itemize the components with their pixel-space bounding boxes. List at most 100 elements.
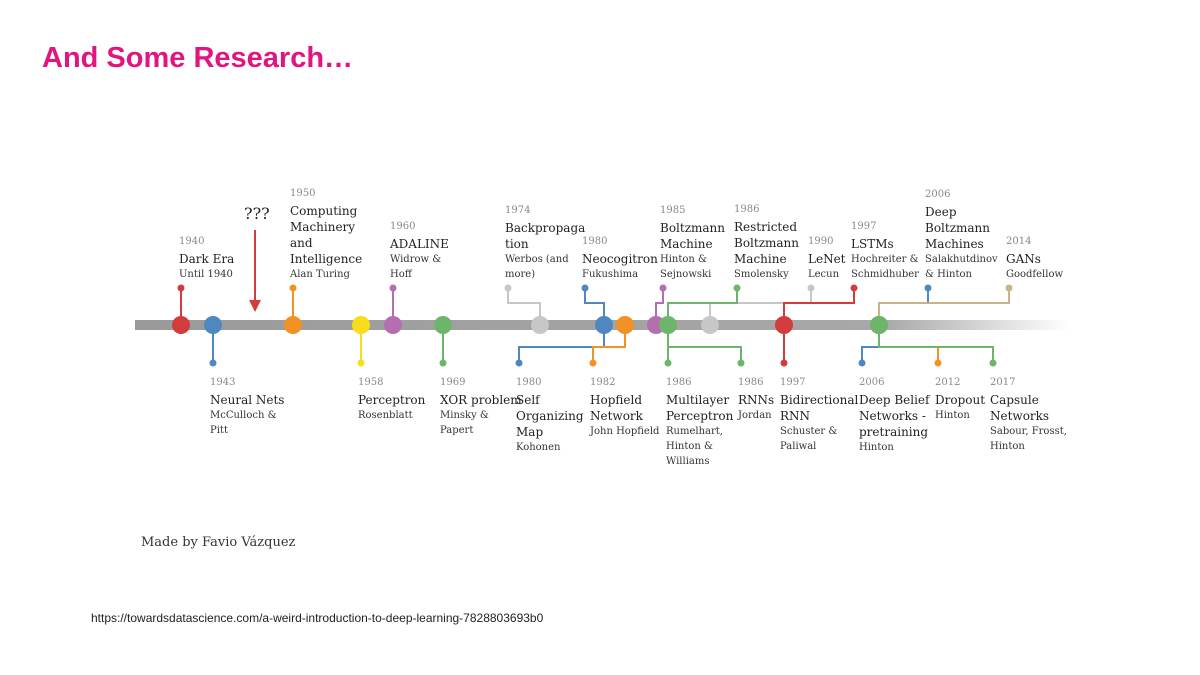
event-author-line: Fukushima — [582, 269, 639, 280]
event-year: 1969 — [440, 377, 466, 388]
dark-era-dot — [172, 316, 190, 334]
event-deep-boltzmann: 2006 Deep Boltzmann Machines Salakhutdinov & … — [925, 188, 998, 282]
event-year: 1982 — [590, 377, 616, 388]
unknown-era-arrow — [249, 230, 261, 312]
event-name-line: XOR problem — [440, 393, 522, 407]
event-name-line: Organizing — [516, 409, 584, 423]
event-author-line: Alan Turing — [290, 269, 350, 280]
event-author-line: John Hopfield — [590, 426, 660, 437]
rnns-terminal-dot — [737, 359, 745, 367]
perceptron-terminal-dot — [357, 359, 365, 367]
event-name-line: Dropout — [935, 393, 986, 407]
deep-boltzmann-connector — [878, 288, 929, 325]
event-multilayer-perceptron: 1986 Multilayer Perceptron Rumelhart, Hinton… — [666, 376, 733, 469]
event-year: 1985 — [660, 205, 686, 216]
adaline-terminal-dot — [389, 284, 397, 292]
event-neocogitron: 1980 Neocogitron Fukushima — [582, 235, 658, 282]
event-name-line: GANs — [1006, 252, 1041, 266]
event-name-line: LeNet — [808, 252, 846, 266]
event-author-line: Hoff — [390, 269, 412, 280]
event-hopfield-network: 1982 Hopfield Network John Hopfield — [590, 376, 659, 439]
source-link[interactable]: https://towardsdatascience.com/a-weird-i… — [91, 611, 544, 625]
event-author-line: Paliwal — [780, 441, 817, 452]
capsule-networks-connector — [878, 325, 994, 363]
event-author-line: Hinton & — [660, 254, 707, 265]
event-author-line: Sabour, Frosst, — [990, 426, 1067, 437]
event-name-line: Network — [590, 409, 643, 423]
event-author-line: McCulloch & — [210, 410, 277, 421]
event-author-line: Papert — [440, 425, 474, 436]
lstms-connector — [783, 288, 855, 325]
self-organizing-map-terminal-dot — [515, 359, 523, 367]
event-author-line: Jordan — [738, 410, 772, 421]
computing-machinery-dot — [284, 316, 302, 334]
backpropagation-terminal-dot — [504, 284, 512, 292]
event-author-line: Until 1940 — [179, 269, 233, 280]
event-name-line: Backpropaga — [505, 221, 586, 235]
deep-belief-networks-terminal-dot — [858, 359, 866, 367]
event-year: 1986 — [666, 377, 692, 388]
event-author-line: Sejnowski — [660, 269, 712, 280]
multilayer-perceptron-dot — [659, 316, 677, 334]
xor-problem-terminal-dot — [439, 359, 447, 367]
event-name-line: Self — [516, 393, 540, 407]
event-name-line: Map — [516, 425, 544, 439]
event-dark-era: 1940 Dark Era Until 1940 — [179, 235, 234, 282]
event-year: 2006 — [859, 377, 885, 388]
event-author-line: Hochreiter & — [851, 254, 919, 265]
event-year: 1990 — [808, 236, 834, 247]
event-name-line: Hopfield — [590, 393, 642, 407]
event-name-line: and — [290, 236, 313, 250]
event-name-line: Neocogitron — [582, 252, 658, 266]
event-perceptron: 1958 Perceptron Rosenblatt — [358, 376, 425, 423]
event-name-line: Networks - — [859, 409, 926, 423]
event-name-line: Deep — [925, 205, 957, 219]
event-author-line: Hinton & — [666, 441, 713, 452]
event-backpropagation: 1974 Backpropaga tion Werbos (and more) — [505, 204, 585, 282]
event-name-line: RNN — [780, 409, 811, 423]
event-author-line: Williams — [666, 456, 710, 467]
event-dropout: 2012 Dropout Hinton — [935, 376, 985, 423]
hopfield-network-dot — [616, 316, 634, 334]
event-name-line: Computing — [290, 204, 358, 218]
event-author-line: Werbos (and — [505, 254, 569, 265]
event-name-line: Machine — [660, 237, 713, 251]
event-author-line: Minsky & — [440, 410, 489, 421]
adaline-dot — [384, 316, 402, 334]
event-name-line: pretraining — [859, 425, 929, 439]
event-year: 1980 — [516, 377, 542, 388]
event-name-line: Machines — [925, 237, 984, 251]
event-author-line: Hinton — [990, 441, 1025, 452]
multilayer-perceptron-terminal-dot — [664, 359, 672, 367]
event-year: 1974 — [505, 205, 531, 216]
event-name-line: Networks — [990, 409, 1050, 423]
event-name-line: Dark Era — [179, 252, 235, 266]
lstms-terminal-dot — [850, 284, 858, 292]
event-name-line: RNNs — [738, 393, 775, 407]
event-year: 2014 — [1006, 236, 1032, 247]
event-name-line: tion — [505, 237, 529, 251]
neural-nets-terminal-dot — [209, 359, 217, 367]
event-name-line: Boltzmann — [734, 236, 800, 250]
backpropagation-dot — [531, 316, 549, 334]
credit-label: Made by Favio Vázquez — [141, 535, 296, 550]
event-author-line: Schmidhuber — [851, 269, 919, 280]
slide-title: And Some Research… — [42, 42, 354, 74]
event-gans: 2014 GANs Goodfellow — [1006, 235, 1063, 282]
lenet-terminal-dot — [807, 284, 815, 292]
event-year: 1997 — [851, 221, 877, 232]
event-year: 1950 — [290, 188, 316, 199]
dropout-terminal-dot — [934, 359, 942, 367]
self-organizing-map-dot — [595, 316, 613, 334]
event-author-line: Kohonen — [516, 442, 561, 453]
neural-nets-dot — [204, 316, 222, 334]
dropout-connector — [878, 325, 939, 363]
capsule-networks-dot — [870, 316, 888, 334]
event-author-line: Smolensky — [734, 269, 789, 280]
event-name-line: Perceptron — [666, 409, 734, 423]
event-neural-nets: 1943 Neural Nets McCulloch & Pitt — [210, 376, 284, 438]
event-capsule-networks: 2017 Capsule Networks Sabour, Frosst, Hinton — [990, 376, 1067, 454]
event-name-line: Deep Belief — [859, 393, 930, 407]
event-author-line: Pitt — [210, 425, 228, 436]
event-xor-problem: 1969 XOR problem Minsky & Papert — [440, 376, 522, 438]
